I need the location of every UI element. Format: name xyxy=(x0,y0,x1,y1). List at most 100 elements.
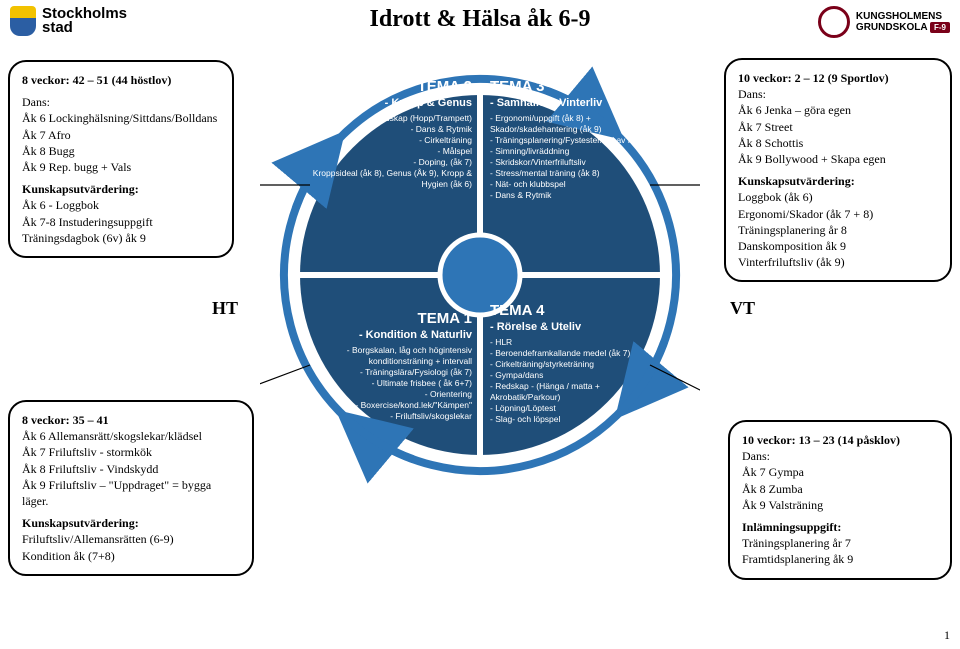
list-item: Åk 7 Friluftsliv - stormkök xyxy=(22,444,240,460)
box2-kun-list: Friluftsliv/Allemansrätten (6-9) Konditi… xyxy=(22,531,240,563)
tema4-title: TEMA 4 xyxy=(490,302,665,319)
box2-header: 8 veckor: 35 – 41 xyxy=(22,412,240,428)
list-item: - Slag- och löpspel xyxy=(490,414,665,425)
list-item: Åk 8 Zumba xyxy=(742,481,938,497)
logo-kungsholmen: KUNGSHOLMENS GRUNDSKOLA F-9 xyxy=(818,6,950,38)
list-item: Åk 7 Gympa xyxy=(742,464,938,480)
box-vt-lower: 10 veckor: 13 – 23 (14 påsklov) Dans: Åk… xyxy=(728,420,952,580)
tema4-sub: - Rörelse & Uteliv xyxy=(490,321,665,333)
list-item: Loggbok (åk 6) xyxy=(738,189,938,205)
list-item: - Gympa/dans xyxy=(490,370,665,381)
list-item: - Dans & Rytmik xyxy=(302,124,472,135)
list-item: - Ultimate frisbee ( åk 6+7) xyxy=(300,378,472,389)
tema1-items: - Borgskalan, låg och högintensiv kondit… xyxy=(300,345,472,422)
tema2-block: TEMA 2 - Kropp & Genus - Redskap (Hopp/T… xyxy=(302,78,472,190)
list-item: - Orientering xyxy=(300,389,472,400)
box2-kun-label: Kunskapsutvärdering: xyxy=(22,515,240,531)
page-number: 1 xyxy=(944,628,950,643)
list-item: Åk 8 Bugg xyxy=(22,143,220,159)
box3-dans-label: Dans: xyxy=(738,86,938,102)
tema2-items: - Redskap (Hopp/Trampett) - Dans & Rytmi… xyxy=(302,113,472,190)
list-item: - Borgskalan, låg och högintensiv kondit… xyxy=(300,345,472,367)
box3-dans-list: Åk 6 Jenka – göra egen Åk 7 Street Åk 8 … xyxy=(738,102,938,167)
logo-right-line1: KUNGSHOLMENS xyxy=(856,11,950,22)
tema4-block: TEMA 4 - Rörelse & Uteliv - HLR - Beroen… xyxy=(490,302,665,425)
box4-kun-list: Träningsplanering år 7 Framtidsplanering… xyxy=(742,535,938,567)
box1-header: 8 veckor: 42 – 51 (44 höstlov) xyxy=(22,72,220,88)
list-item: - Dans & Rytmik xyxy=(490,190,675,201)
tema1-sub: - Kondition & Naturliv xyxy=(300,329,472,341)
list-item: - Redskap (Hopp/Trampett) xyxy=(302,113,472,124)
list-item: Kondition åk (7+8) xyxy=(22,548,240,564)
box3-kun-list: Loggbok (åk 6) Ergonomi/Skador (åk 7 + 8… xyxy=(738,189,938,270)
list-item: - Träningslära/Fysiologi (åk 7) xyxy=(300,367,472,378)
list-item: - Löpning/Löptest xyxy=(490,403,665,414)
vt-label: VT xyxy=(730,298,755,319)
list-item: - Simning/livräddning xyxy=(490,146,675,157)
logo-left-line2: stad xyxy=(42,21,127,35)
list-item: - Cirkelträning xyxy=(302,135,472,146)
box-vt-upper: 10 veckor: 2 – 12 (9 Sportlov) Dans: Åk … xyxy=(724,58,952,282)
box2-items: Åk 6 Allemansrätt/skogslekar/klädsel Åk … xyxy=(22,428,240,509)
list-item: Träningsdagbok (6v) åk 9 xyxy=(22,230,220,246)
list-item: - Doping, (åk 7) xyxy=(302,157,472,168)
box3-kun-label: Kunskapsutvärdering: xyxy=(738,173,938,189)
list-item: Kroppsideal (åk 8), Genus (Åk 9), Kropp … xyxy=(302,168,472,190)
list-item: Åk 6 Jenka – göra egen xyxy=(738,102,938,118)
list-item: Vinterfriluftsliv (åk 9) xyxy=(738,254,938,270)
list-item: - Träningsplanering/Fystester/Val av F.A xyxy=(490,135,675,146)
ring-icon xyxy=(818,6,850,38)
list-item: Åk 9 Rep. bugg + Vals xyxy=(22,159,220,175)
list-item: Åk 6 Allemansrätt/skogslekar/klädsel xyxy=(22,428,240,444)
list-item: - HLR xyxy=(490,337,665,348)
list-item: - Friluftsliv/skogslekar xyxy=(300,411,472,422)
box1-dans-list: Åk 6 Lockinghälsning/Sittdans/Bolldans Å… xyxy=(22,110,220,175)
box3-header: 10 veckor: 2 – 12 (9 Sportlov) xyxy=(738,70,938,86)
list-item: - Nät- och klubbspel xyxy=(490,179,675,190)
list-item: Åk 7 Afro xyxy=(22,127,220,143)
list-item: Åk 9 Friluftsliv – "Uppdraget" = bygga l… xyxy=(22,477,240,509)
list-item: Danskomposition åk 9 xyxy=(738,238,938,254)
list-item: - Cirkelträning/styrketräning xyxy=(490,359,665,370)
list-item: - Boxercise/kond.lek/"Kämpen" xyxy=(300,400,472,411)
list-item: - Beroendeframkallande medel (åk 7) xyxy=(490,348,665,359)
box1-kun-list: Åk 6 - Loggbok Åk 7-8 Instuderingsuppgif… xyxy=(22,197,220,246)
tema1-block: TEMA 1 - Kondition & Naturliv - Borgskal… xyxy=(300,310,472,422)
box-ht-upper: 8 veckor: 42 – 51 (44 höstlov) Dans: Åk … xyxy=(8,60,234,258)
box-ht-lower: 8 veckor: 35 – 41 Åk 6 Allemansrätt/skog… xyxy=(8,400,254,576)
list-item: Åk 6 - Loggbok xyxy=(22,197,220,213)
list-item: - Stress/mental träning (åk 8) xyxy=(490,168,675,179)
list-item: Ergonomi/Skador (åk 7 + 8) xyxy=(738,206,938,222)
tema2-sub: - Kropp & Genus xyxy=(302,97,472,109)
list-item: Framtidsplanering åk 9 xyxy=(742,551,938,567)
tema2-title: TEMA 2 xyxy=(302,78,472,95)
logo-right-line2: GRUNDSKOLA xyxy=(856,22,927,33)
list-item: - Redskap - (Hänga / matta + Akrobatik/P… xyxy=(490,381,665,403)
box1-kun-label: Kunskapsutvärdering: xyxy=(22,181,220,197)
tema1-title: TEMA 1 xyxy=(300,310,472,327)
logo-stockholm: Stockholms stad xyxy=(10,6,127,36)
tema3-title: TEMA 3 xyxy=(490,78,675,95)
logo-right-badge: F-9 xyxy=(930,22,950,33)
tema3-sub: - Samhälle & Vinterliv xyxy=(490,97,675,109)
box4-kun-label: Inlämningsuppgift: xyxy=(742,519,938,535)
list-item: Träningsplanering år 8 xyxy=(738,222,938,238)
box4-dans-label: Dans: xyxy=(742,448,938,464)
list-item: Åk 9 Bollywood + Skapa egen xyxy=(738,151,938,167)
tema3-items: - Ergonomi/uppgift (åk 8) + Skador/skade… xyxy=(490,113,675,201)
list-item: Åk 8 Friluftsliv - Vindskydd xyxy=(22,461,240,477)
list-item: - Målspel xyxy=(302,146,472,157)
list-item: - Skridskor/Vinterfriluftsliv xyxy=(490,157,675,168)
ht-label: HT xyxy=(212,298,238,319)
box4-dans-list: Åk 7 Gympa Åk 8 Zumba Åk 9 Valsträning xyxy=(742,464,938,513)
list-item: Träningsplanering år 7 xyxy=(742,535,938,551)
tema3-block: TEMA 3 - Samhälle & Vinterliv - Ergonomi… xyxy=(490,78,675,201)
tema4-items: - HLR - Beroendeframkallande medel (åk 7… xyxy=(490,337,665,425)
box4-header: 10 veckor: 13 – 23 (14 påsklov) xyxy=(742,432,938,448)
list-item: Åk 6 Lockinghälsning/Sittdans/Bolldans xyxy=(22,110,220,126)
list-item: Åk 7 Street xyxy=(738,119,938,135)
list-item: Åk 7-8 Instuderingsuppgift xyxy=(22,214,220,230)
box1-dans-label: Dans: xyxy=(22,94,220,110)
shield-icon xyxy=(10,6,36,36)
list-item: Åk 8 Schottis xyxy=(738,135,938,151)
